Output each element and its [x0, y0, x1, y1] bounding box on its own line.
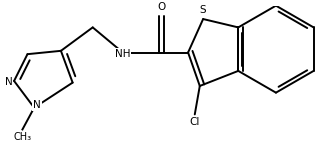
Text: S: S [200, 5, 206, 15]
Text: O: O [157, 2, 165, 12]
Text: N: N [5, 77, 12, 87]
Text: CH₃: CH₃ [13, 132, 32, 142]
Text: Cl: Cl [190, 117, 200, 127]
Text: NH: NH [115, 49, 131, 58]
Text: N: N [33, 100, 41, 110]
